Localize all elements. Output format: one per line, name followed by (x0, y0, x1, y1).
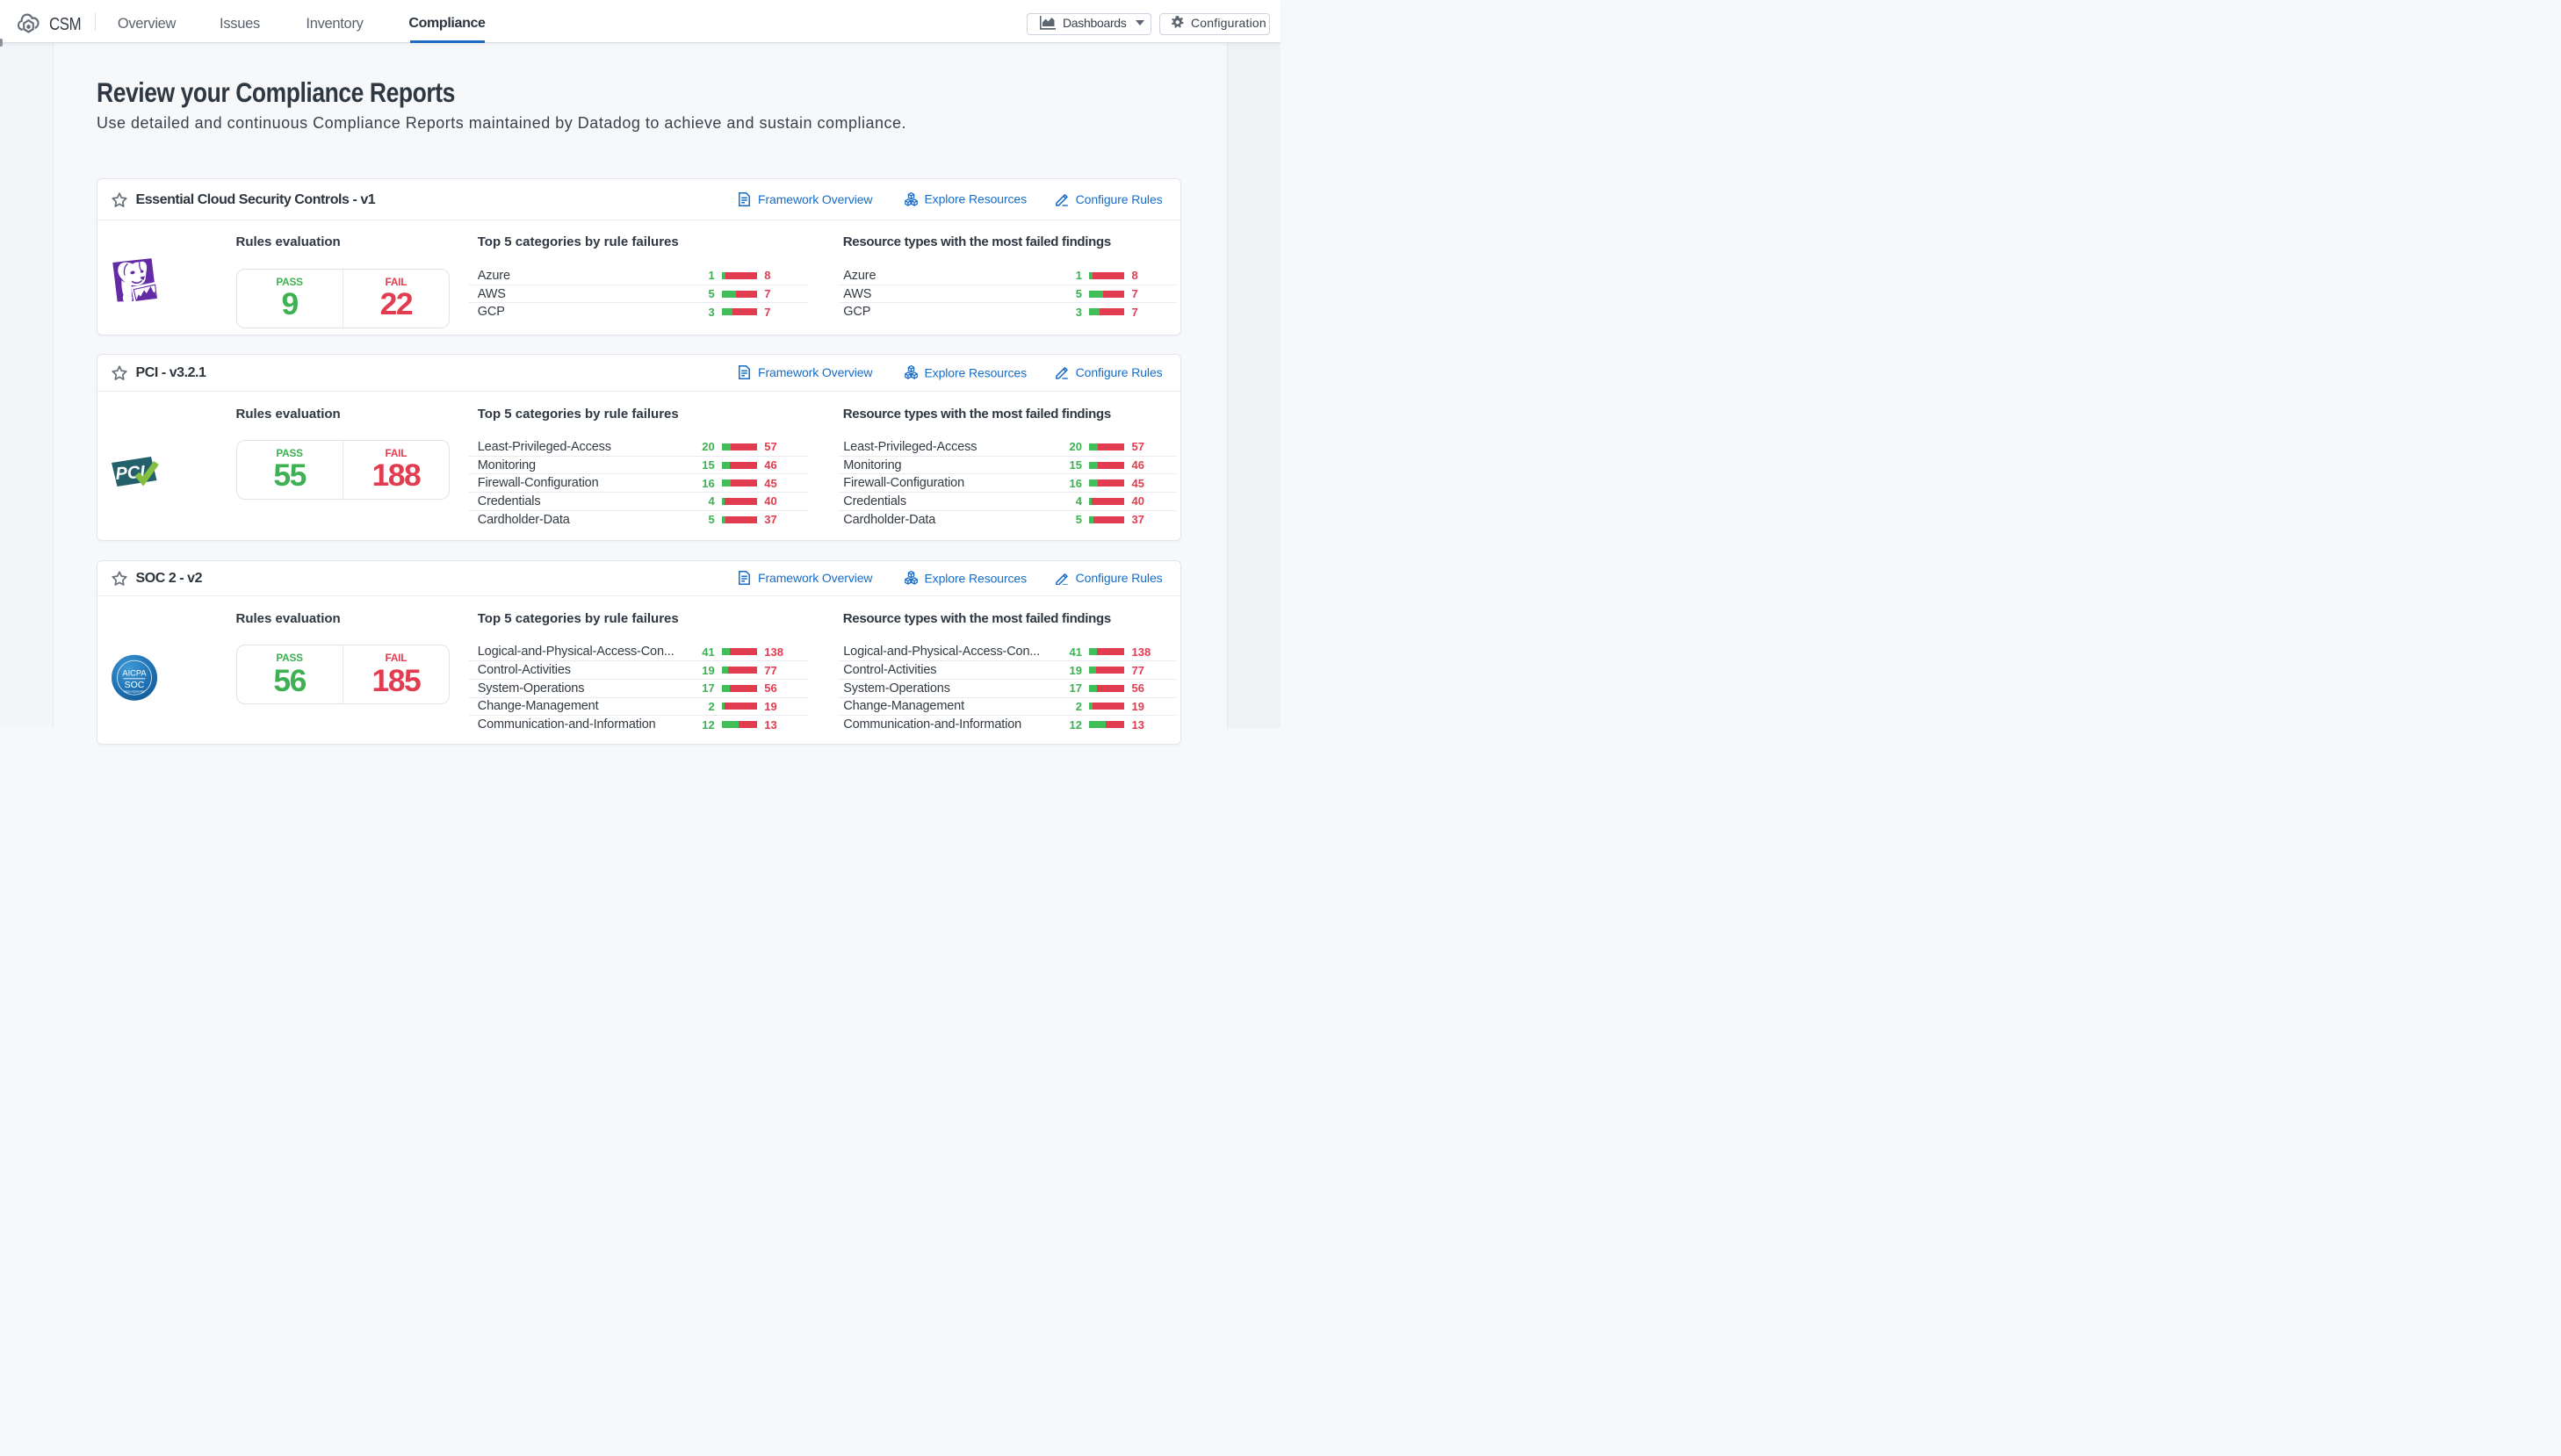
svg-text:AICPA: AICPA (122, 668, 147, 677)
svg-text:aicpa.org/soc4so: aicpa.org/soc4so (124, 689, 145, 693)
svg-text:SOC: SOC (125, 680, 145, 690)
